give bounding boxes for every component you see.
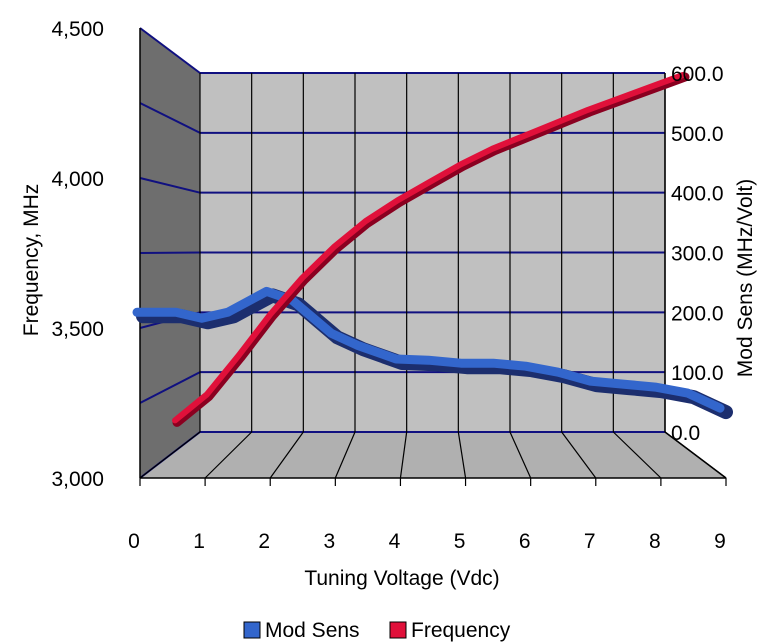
gridline-floor <box>269 431 304 479</box>
x-tick-label: 6 <box>519 530 531 553</box>
x-axis-title: Tuning Voltage (Vdc) <box>304 567 499 590</box>
legend: Mod Sens Frequency <box>243 619 511 642</box>
y2-tick-label: 200.0 <box>671 302 724 325</box>
x-tick-label: 3 <box>323 530 335 553</box>
legend-label-frequency: Frequency <box>411 619 511 642</box>
y-axis-title: Frequency, MHz <box>20 184 43 337</box>
y2-axis-title: Mod Sens (MHz/Volt) <box>734 179 757 377</box>
y2-tick-label: 400.0 <box>671 183 724 206</box>
gridline-floor <box>139 431 201 479</box>
y-tick-label: 3,500 <box>51 318 104 341</box>
x-tick-label: 9 <box>714 530 726 553</box>
tick-labels: 0 1 2 3 4 5 6 7 8 9 3,000 3,500 4,000 4,500 0.0 100.0 20… <box>51 18 727 553</box>
gridline-side <box>139 177 201 194</box>
y-tick-label: 3,000 <box>51 468 104 491</box>
gridline-floor <box>204 431 253 479</box>
chart-grid <box>139 27 727 479</box>
x-tick-label: 0 <box>128 530 140 553</box>
x-tick-label: 7 <box>584 530 596 553</box>
gridline-floor <box>509 431 532 479</box>
floor <box>140 432 726 478</box>
gridline-floor <box>457 431 467 479</box>
x-tick-label: 5 <box>454 530 466 553</box>
x-tick-label: 1 <box>193 530 205 553</box>
gridline-floor <box>334 431 356 479</box>
gridline-side <box>139 102 201 134</box>
series-mod-sens <box>132 286 733 420</box>
y2-tick-label: 100.0 <box>671 362 724 385</box>
y2-tick-label: 300.0 <box>671 243 724 266</box>
x-tick-label: 8 <box>649 530 661 553</box>
x-tick-label: 4 <box>389 530 401 553</box>
legend-label-mod-sens: Mod Sens <box>265 619 360 642</box>
y-tick-label: 4,500 <box>51 18 104 41</box>
gridline-floor <box>612 431 662 479</box>
frequency-line <box>172 72 686 424</box>
y-tick-label: 4,000 <box>51 168 104 191</box>
gridline-side <box>139 371 201 404</box>
gridline-floor <box>399 431 408 479</box>
y2-tick-label: 0.0 <box>671 422 700 445</box>
legend-swatch-mod-sens <box>243 621 261 639</box>
series-layer <box>132 72 733 427</box>
x-tick-label: 2 <box>258 530 270 553</box>
gridline-side <box>139 251 201 254</box>
y2-tick-label: 600.0 <box>671 63 724 86</box>
gridline-floor <box>561 431 597 479</box>
mod-sens-line <box>132 286 725 413</box>
series-frequency <box>172 72 690 427</box>
legend-swatch-frequency <box>389 621 407 639</box>
y2-tick-label: 500.0 <box>671 123 724 146</box>
gridline-side <box>139 27 201 74</box>
floor-right-edge <box>664 431 727 479</box>
